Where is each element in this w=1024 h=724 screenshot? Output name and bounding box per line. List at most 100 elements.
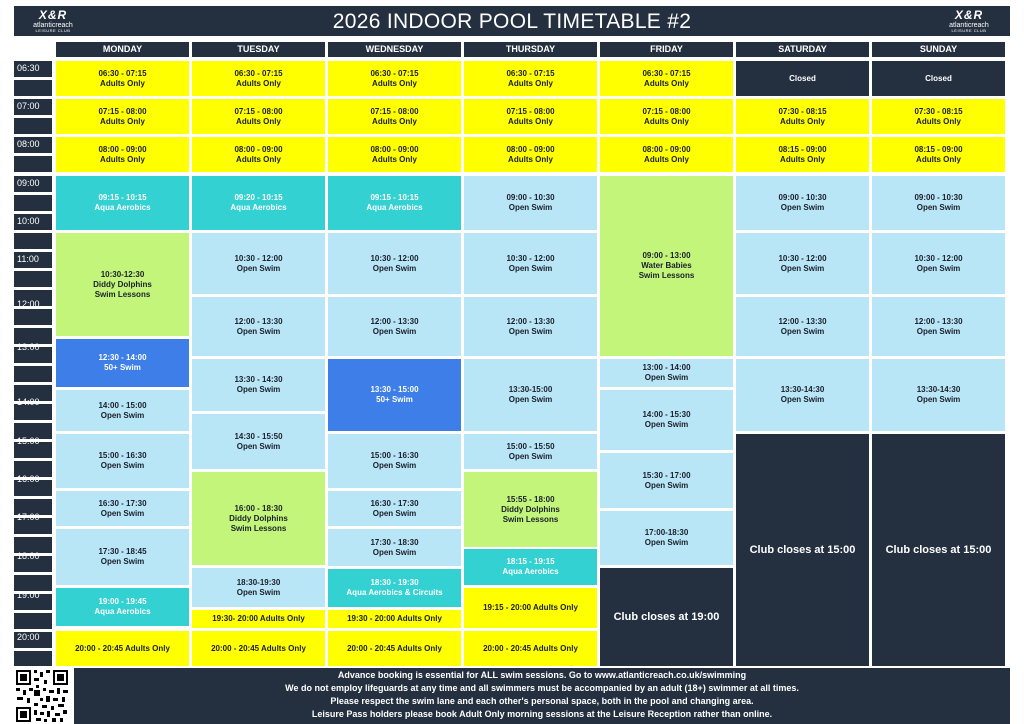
time-label: 14:00 — [17, 397, 40, 407]
session-aqua-aerobics: 19:00 - 19:45 Aqua Aerobics — [56, 588, 189, 626]
time-label: 20:00 — [17, 632, 40, 642]
session-activity: Open Swim — [100, 557, 145, 566]
club-closed-notice: Club closes at 15:00 — [872, 434, 1005, 666]
day-header-saturday: SATURDAY — [736, 42, 869, 57]
session-open-swim: 12:00 - 13:30 Open Swim — [328, 297, 461, 356]
session-activity: Aqua Aerobics — [230, 203, 287, 212]
session-activity: Adults Only — [236, 154, 281, 164]
session-activity: Adults Only — [508, 116, 553, 126]
session-time: 07:15 - 08:00 — [506, 106, 555, 116]
session-activity: Open Swim — [100, 410, 145, 420]
footer-notice: Advance booking is essential for ALL swi… — [74, 668, 1010, 724]
session-time: 14:00 - 15:30 — [642, 410, 691, 419]
logo-left: X&R atlanticreach LEISURE CLUB — [28, 9, 78, 33]
session-adults-only: 20:00 - 20:45 Adults Only — [328, 631, 461, 666]
session-open-swim: 12:00 - 13:30 Open Swim — [736, 297, 869, 356]
time-slot — [14, 118, 52, 134]
session-time: 08:00 - 09:00 — [642, 144, 691, 154]
club-closed-notice: Club closes at 19:00 — [600, 568, 733, 666]
session-activity: 50+ Swim — [376, 395, 413, 404]
session-time: 10:30 - 12:00 — [914, 253, 963, 263]
session-time: 18:30-19:30 — [236, 577, 281, 587]
time-slot — [14, 195, 52, 211]
session-open-swim: 17:30 - 18:45 Open Swim — [56, 529, 189, 585]
session-open-swim: 10:30 - 12:00 Open Swim — [464, 233, 597, 294]
session-open-swim: 10:30 - 12:00 Open Swim — [872, 233, 1005, 294]
session-activity: Open Swim — [372, 547, 417, 557]
session-time: 19:30 - 20:00 Adults Only — [347, 614, 442, 623]
time-label: 08:00 — [17, 139, 40, 149]
session-activity: Open Swim — [644, 538, 689, 547]
time-label: 10:00 — [17, 216, 40, 226]
session-time: 17:00-18:30 — [644, 528, 689, 537]
time-label: 07:00 — [17, 101, 40, 111]
session-time: 10:30-12:30 — [100, 269, 145, 279]
session-time: 20:00 - 20:45 Adults Only — [211, 643, 306, 653]
time-slot — [14, 271, 52, 287]
session-time: 13:00 - 14:00 — [642, 363, 691, 372]
time-label: 13:00 — [17, 342, 40, 352]
time-slot — [14, 385, 52, 401]
session-activity-detail: Swim Lessons — [502, 514, 559, 524]
footer-line: Leisure Pass holders please book Adult O… — [311, 709, 773, 719]
session-open-swim: 18:30-19:30 Open Swim — [192, 568, 325, 607]
session-time: 13:30 - 15:00 — [370, 385, 419, 394]
session-time: 18:15 - 19:15 — [506, 557, 555, 566]
session-open-swim: 09:00 - 10:30 Open Swim — [736, 176, 869, 230]
closed-slot: Closed — [872, 61, 1005, 96]
session-adults-only: 08:00 - 09:00 Adults Only — [328, 137, 461, 172]
session-activity: Open Swim — [100, 461, 145, 470]
session-time: 12:30 - 14:00 — [98, 353, 147, 362]
time-label: 15:00 — [17, 436, 40, 446]
session-adults-only: 08:00 - 09:00 Adults Only — [600, 137, 733, 172]
session-adults-only: 20:00 - 20:45 Adults Only — [192, 631, 325, 666]
session-open-swim: 10:30 - 12:00 Open Swim — [192, 233, 325, 294]
session-open-swim: 12:00 - 13:30 Open Swim — [464, 297, 597, 356]
time-slot — [14, 347, 52, 363]
time-slot — [14, 328, 52, 344]
session-adults-only: 19:30 - 20:00 Adults Only — [328, 610, 461, 628]
session-activity: Open Swim — [916, 263, 961, 273]
session-activity: Adults Only — [644, 116, 689, 126]
time-slot — [14, 99, 52, 115]
time-slot — [14, 518, 52, 534]
session-time: 06:30 - 07:15 — [234, 68, 283, 78]
session-adults-only: 07:30 - 08:15 Adults Only — [872, 99, 1005, 134]
session-fifty-plus: 13:30 - 15:00 50+ Swim — [328, 359, 461, 431]
session-activity: Open Swim — [916, 203, 961, 212]
session-activity: Open Swim — [644, 420, 689, 429]
time-slot — [14, 423, 52, 439]
session-activity: Water Babies — [641, 261, 692, 270]
session-time: 07:15 - 08:00 — [234, 106, 283, 116]
session-activity: Adults Only — [100, 78, 145, 88]
session-activity: Open Swim — [916, 395, 961, 404]
qr-code[interactable] — [14, 668, 70, 724]
session-open-swim: 15:30 - 17:00 Open Swim — [600, 453, 733, 508]
session-activity: Adults Only — [372, 116, 417, 126]
logo-mark: X&R — [954, 8, 984, 22]
time-slot — [14, 556, 52, 572]
time-slot — [14, 61, 52, 77]
time-slot — [14, 80, 52, 96]
time-slot — [14, 252, 52, 268]
session-activity: Open Swim — [372, 461, 417, 470]
session-activity: Open Swim — [508, 263, 553, 273]
session-activity: Open Swim — [644, 480, 689, 490]
session-time: 09:00 - 10:30 — [914, 193, 963, 202]
session-time: 20:00 - 20:45 Adults Only — [75, 643, 170, 653]
session-adults-only: 07:15 - 08:00 Adults Only — [600, 99, 733, 134]
time-slot — [14, 632, 52, 648]
session-adults-only: 08:00 - 09:00 Adults Only — [192, 137, 325, 172]
session-time: 13:30-14:30 — [916, 385, 961, 394]
session-time: 12:00 - 13:30 — [778, 316, 827, 326]
session-open-swim: 17:30 - 18:30 Open Swim — [328, 529, 461, 566]
time-slot — [14, 137, 52, 153]
session-open-swim: 17:00-18:30 Open Swim — [600, 511, 733, 565]
time-label: 06:30 — [17, 63, 40, 73]
session-activity: Open Swim — [780, 395, 825, 404]
session-time: 15:00 - 15:50 — [506, 441, 555, 451]
time-slot — [14, 594, 52, 610]
session-activity: Open Swim — [508, 395, 553, 404]
session-open-swim: 14:00 - 15:30 Open Swim — [600, 390, 733, 450]
time-label: 19:00 — [17, 590, 40, 600]
